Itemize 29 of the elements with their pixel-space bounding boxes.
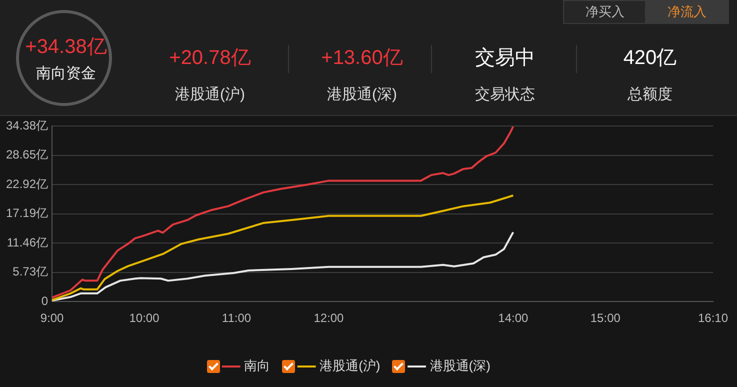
text: 交易状态 — [475, 85, 535, 104]
y-tick-label: 11.46亿 — [6, 235, 48, 250]
legend-label: 港股通(深) — [430, 358, 490, 374]
x-tick-label: 16:10 — [698, 311, 728, 326]
text: 净买入 — [563, 0, 647, 24]
x-tick-label: 14:00 — [498, 311, 529, 326]
y-tick-label: 34.38亿 — [6, 118, 48, 133]
text: 港股通(深) — [327, 85, 397, 104]
x-tick-label: 12:00 — [314, 311, 344, 326]
text: 南向资金 — [36, 64, 96, 83]
text: 港股通(沪) — [175, 85, 245, 104]
text: +13.60亿 — [321, 46, 403, 71]
y-tick-label: 0 — [41, 294, 48, 308]
text: +20.78亿 — [169, 46, 251, 71]
text: 交易中 — [475, 46, 535, 71]
y-tick-label: 17.19亿 — [6, 206, 48, 220]
legend-label: 港股通(沪) — [320, 358, 380, 374]
y-tick-label: 22.92亿 — [6, 176, 48, 191]
text: +34.38亿 — [25, 35, 107, 60]
x-tick-label: 9:00 — [40, 311, 64, 326]
text: 420亿 — [623, 46, 677, 71]
x-tick-label: 15:00 — [590, 311, 621, 326]
legend-label: 南向 — [244, 358, 270, 374]
x-tick-label: 10:00 — [129, 311, 160, 326]
text: 净流入 — [645, 0, 729, 24]
y-tick-label: 5.73亿 — [12, 264, 48, 279]
text: 总额度 — [628, 85, 672, 104]
y-tick-label: 28.65亿 — [6, 148, 48, 162]
x-tick-label: 11:00 — [222, 311, 252, 326]
